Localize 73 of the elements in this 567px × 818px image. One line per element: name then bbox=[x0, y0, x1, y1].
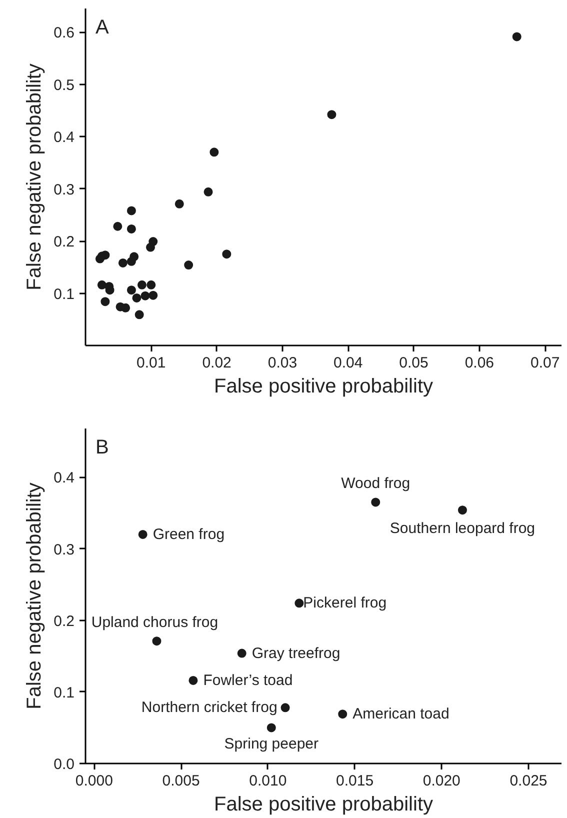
annotation: Spring peeper bbox=[224, 736, 319, 753]
y-tick-label: 0.4 bbox=[54, 129, 75, 146]
point bbox=[204, 187, 213, 196]
x-tick-label: 0.07 bbox=[530, 354, 560, 372]
point bbox=[113, 222, 122, 231]
y-tick-label: 0.5 bbox=[54, 76, 75, 94]
point bbox=[458, 506, 467, 515]
x-axis-title: False positive probability bbox=[214, 376, 434, 398]
chart-title: A bbox=[96, 16, 110, 38]
x-tick-label: 0.015 bbox=[336, 772, 374, 790]
point bbox=[188, 676, 198, 685]
point bbox=[237, 648, 246, 658]
x-axis-title: False positive probability bbox=[214, 794, 434, 816]
point bbox=[512, 32, 522, 42]
x-tick-label: 0.025 bbox=[510, 772, 548, 790]
point bbox=[152, 636, 162, 646]
x-tick-label: 0.04 bbox=[334, 354, 363, 372]
point bbox=[294, 598, 304, 608]
point bbox=[118, 258, 128, 268]
x-tick-label: 0.000 bbox=[75, 772, 113, 790]
x-tick-label: 0.010 bbox=[249, 772, 287, 790]
point bbox=[327, 110, 336, 120]
annotation: Wood frog bbox=[341, 475, 410, 492]
x-tick-label: 0.005 bbox=[162, 772, 200, 790]
x-tick-label: 0.03 bbox=[268, 354, 298, 372]
point bbox=[174, 199, 184, 208]
chart-title: B bbox=[96, 436, 109, 458]
point bbox=[126, 224, 136, 234]
point bbox=[140, 291, 150, 300]
point bbox=[138, 530, 148, 539]
y-axis-title: False negative probability bbox=[24, 64, 46, 290]
point bbox=[184, 260, 194, 270]
y-tick-label: 0.2 bbox=[54, 234, 75, 251]
x-tick-label: 0.06 bbox=[464, 354, 494, 372]
annotation: Upland chorus frog bbox=[91, 614, 218, 632]
point bbox=[338, 710, 348, 719]
y-tick-label: 0.1 bbox=[54, 684, 75, 702]
point bbox=[132, 293, 142, 302]
annotation: American toad bbox=[352, 706, 450, 723]
point bbox=[100, 297, 110, 306]
point bbox=[266, 723, 276, 732]
y-tick-label: 0.1 bbox=[54, 286, 75, 303]
point bbox=[146, 280, 156, 290]
point bbox=[121, 303, 130, 312]
y-tick-label: 0.3 bbox=[54, 181, 75, 198]
annotation: Southern leopard frog bbox=[390, 520, 536, 538]
point bbox=[210, 148, 219, 157]
x-tick-label: 0.05 bbox=[399, 354, 428, 372]
point bbox=[134, 310, 144, 320]
y-axis-title: False negative probability bbox=[24, 482, 46, 710]
y-tick-label: 0.2 bbox=[54, 612, 75, 630]
point bbox=[130, 252, 139, 262]
point bbox=[137, 280, 146, 290]
y-tick-label: 0.4 bbox=[54, 470, 75, 487]
point bbox=[146, 242, 155, 252]
x-tick-label: 0.01 bbox=[136, 354, 166, 372]
point bbox=[126, 206, 136, 216]
x-tick-label: 0.020 bbox=[422, 772, 460, 790]
point bbox=[148, 290, 158, 300]
annotation: Northern cricket frog bbox=[141, 699, 278, 716]
x-tick-label: 0.02 bbox=[202, 354, 232, 372]
annotation: Gray treefrog bbox=[252, 644, 340, 662]
y-tick-label: 0.3 bbox=[54, 541, 75, 558]
annotation: Pickerel frog bbox=[303, 594, 387, 612]
point bbox=[222, 250, 232, 259]
y-tick-label: 0.6 bbox=[54, 24, 75, 42]
y-tick-label: 0.0 bbox=[54, 756, 75, 773]
annotation: Fowler’s toad bbox=[203, 672, 293, 689]
point bbox=[97, 280, 106, 290]
point bbox=[280, 703, 290, 712]
point bbox=[126, 286, 136, 295]
point bbox=[371, 498, 380, 507]
annotation: Green frog bbox=[152, 526, 225, 543]
